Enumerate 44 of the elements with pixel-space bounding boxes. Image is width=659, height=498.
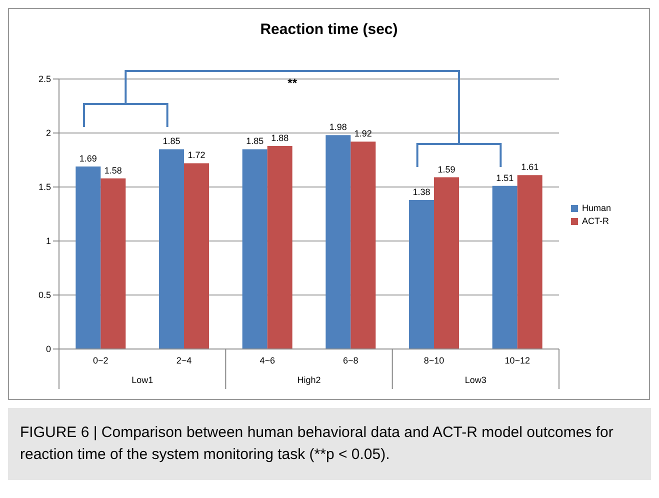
- x-tick-label: 8~10: [424, 355, 444, 366]
- legend-label: ACT-R: [582, 215, 609, 228]
- annotation: **: [288, 76, 298, 90]
- bar: [434, 177, 459, 349]
- bar: [100, 178, 126, 349]
- y-tick-label: 2: [46, 128, 51, 138]
- bar: [267, 146, 292, 349]
- data-label: 1.51: [496, 172, 514, 183]
- data-label: 1.72: [188, 150, 206, 160]
- bar: [184, 163, 209, 349]
- data-label: 1.61: [521, 162, 539, 172]
- data-label: 1.58: [104, 165, 122, 176]
- bar: [517, 175, 542, 349]
- bar: [492, 186, 518, 349]
- data-label: 1.98: [329, 122, 347, 132]
- y-tick-label: 0.5: [38, 290, 51, 300]
- data-label: 1.92: [354, 128, 372, 139]
- x-tick-label: 4~6: [260, 355, 275, 366]
- bar: [326, 135, 351, 349]
- bar: [76, 166, 101, 349]
- bar: [242, 149, 268, 349]
- data-label: 1.59: [438, 164, 456, 174]
- caption: FIGURE 6 | Comparison between human behavioral data and ACT-R model outcomes for reaction time of the system monitoring task (**p < 0.05).: [8, 408, 651, 480]
- chart-title: Reaction time (sec): [259, 21, 399, 38]
- x-tick-label: 2~4: [176, 355, 192, 366]
- data-label: 1.88: [271, 132, 289, 143]
- data-label: 1.85: [162, 136, 180, 146]
- text: High2: [297, 375, 321, 385]
- bar: [159, 149, 184, 349]
- x-tick-label: 6~8: [343, 355, 358, 366]
- legend-label: Human: [582, 202, 612, 215]
- text: Low3: [464, 375, 486, 385]
- data-label: 1.69: [79, 153, 97, 164]
- data-label: 1.85: [246, 136, 264, 146]
- y-tick-label: 2.5: [38, 74, 51, 84]
- x-tick-label: 0~2: [93, 355, 108, 366]
- x-tick-label: 10~12: [504, 355, 530, 366]
- y-tick-label: 0: [46, 344, 51, 354]
- bar: [350, 142, 376, 349]
- y-tick-label: 1.5: [38, 182, 51, 192]
- bar: [409, 200, 434, 349]
- y-tick-label: 1: [46, 236, 51, 246]
- data-label: 1.38: [412, 186, 430, 197]
- text: Low1: [132, 375, 154, 385]
